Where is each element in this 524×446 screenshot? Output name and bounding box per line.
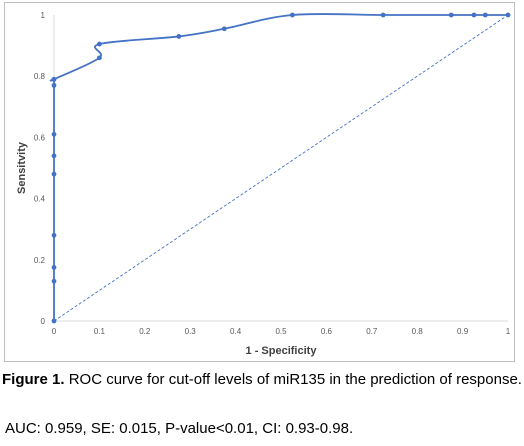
- roc-point-10: [97, 55, 102, 61]
- y-axis-title: Sensitvity: [16, 141, 28, 194]
- x-tick-label-10: 1: [506, 327, 511, 336]
- roc-point-11: [97, 41, 102, 47]
- roc-point-16: [448, 12, 454, 18]
- roc-chart: 0 0.1 0.2 0.3 0.4 0.5 0.6 0.7 0.8 0.9 1 0 0.2 0.4 0.6 0…: [16, 11, 511, 357]
- caption-text: ROC curve for cut-off levels of miR135 i…: [68, 371, 522, 388]
- roc-point-3: [51, 232, 57, 238]
- reference-diagonal-line: [53, 14, 509, 322]
- x-tick-label-1: 0.1: [94, 327, 106, 336]
- x-axis-title: 1 - Specificity: [246, 345, 318, 357]
- roc-point-13: [221, 26, 227, 32]
- x-tick-label-9: 0.9: [457, 327, 469, 336]
- plot-area: [49, 12, 511, 324]
- y-tick-label-5: 1: [41, 11, 46, 20]
- roc-point-12: [176, 34, 182, 39]
- tick-labels: 0 0.1 0.2 0.3 0.4 0.5 0.6 0.7 0.8 0.9 1 0 0.2 0.4 0.6 0…: [34, 11, 511, 336]
- x-tick-label-8: 0.8: [412, 327, 424, 336]
- x-tick-label-6: 0.6: [321, 327, 333, 336]
- y-tick-label-3: 0.6: [34, 133, 46, 142]
- x-tick-label-5: 0.5: [275, 327, 287, 336]
- x-tick-label-0: 0: [52, 327, 57, 336]
- x-tick-label-3: 0.3: [185, 327, 197, 336]
- roc-point-17: [471, 12, 477, 18]
- roc-point-9: [51, 76, 57, 82]
- roc-point-5: [51, 153, 57, 159]
- roc-point-7: [51, 82, 57, 88]
- y-tick-label-2: 0.4: [34, 195, 46, 204]
- figure-label: Figure 1.: [2, 371, 65, 388]
- x-tick-label-4: 0.4: [230, 327, 242, 336]
- x-tick-label-7: 0.7: [366, 327, 378, 336]
- y-tick-label-4: 0.8: [34, 72, 46, 81]
- roc-curve-line: [49, 13, 508, 321]
- roc-point-15: [380, 12, 386, 18]
- roc-point-14: [289, 12, 295, 18]
- roc-point-2: [51, 265, 57, 270]
- y-tick-label-1: 0.2: [34, 256, 46, 265]
- roc-point-18: [482, 12, 488, 18]
- roc-point-6: [51, 131, 57, 137]
- figure-caption: Figure 1. ROC curve for cut-off levels o…: [0, 370, 524, 389]
- roc-point-1: [51, 278, 57, 284]
- statistics-line: AUC: 0.959, SE: 0.015, P-value<0.01, CI:…: [5, 420, 354, 437]
- chart-frame: 0 0.1 0.2 0.3 0.4 0.5 0.6 0.7 0.8 0.9 1 0 0.2 0.4 0.6 0…: [4, 2, 515, 362]
- y-tick-label-0: 0: [41, 317, 46, 326]
- x-tick-label-2: 0.2: [139, 327, 151, 336]
- roc-point-4: [51, 171, 57, 177]
